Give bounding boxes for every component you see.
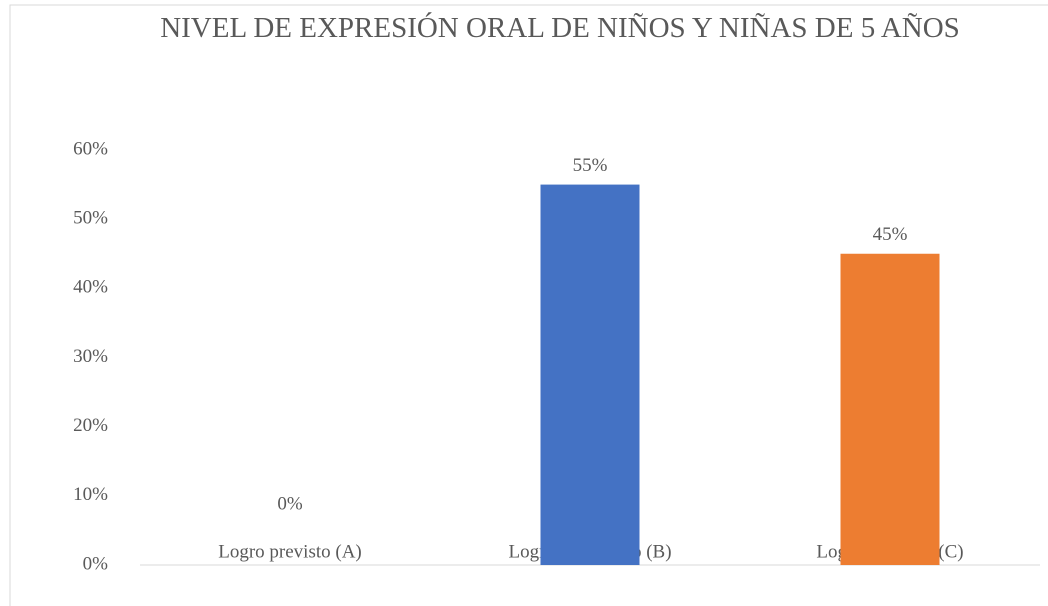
title-box: NIVEL DE EXPRESIÓN ORAL DE NIÑOS Y NIÑAS… [160, 12, 960, 44]
data-label: 0% [277, 493, 303, 514]
chart-border [9, 4, 1048, 606]
y-tick-label: 50% [73, 208, 108, 229]
y-tick-label: 40% [73, 277, 108, 298]
bar [840, 253, 940, 565]
y-tick-label: 30% [73, 346, 108, 367]
y-tick-label: 10% [73, 484, 108, 505]
y-tick-label: 0% [83, 553, 109, 574]
bar [540, 184, 640, 566]
y-tick-label: 60% [73, 138, 108, 159]
chart-title: NIVEL DE EXPRESIÓN ORAL DE NIÑOS Y NIÑAS… [160, 12, 960, 44]
y-tick-label: 20% [73, 415, 108, 436]
data-label: 55% [573, 155, 608, 176]
data-label: 45% [873, 224, 908, 245]
x-tick-label: Logro previsto (A) [218, 541, 362, 562]
